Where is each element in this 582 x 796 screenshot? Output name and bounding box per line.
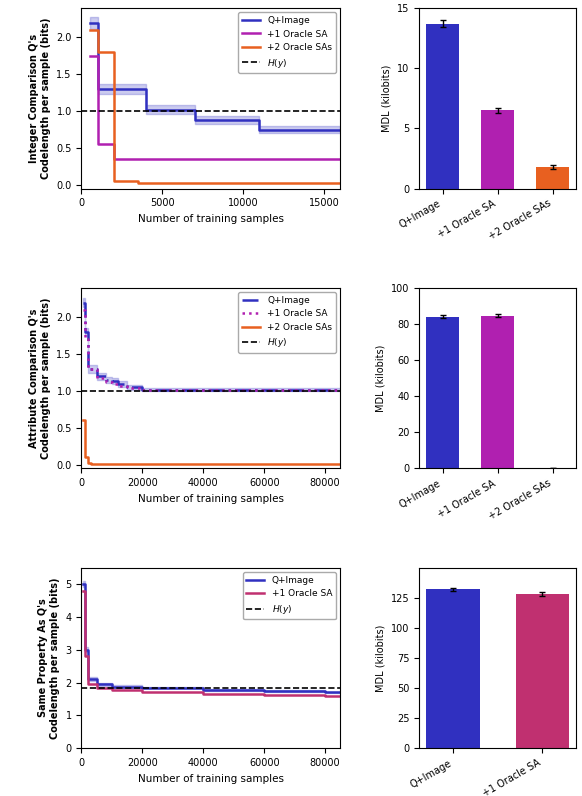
Bar [516,594,569,748]
X-axis label: Number of training samples: Number of training samples [138,214,284,224]
X-axis label: Number of training samples: Number of training samples [138,774,284,783]
Bar [427,589,480,748]
Legend: Q+Image, +1 Oracle SA, $H(y)$: Q+Image, +1 Oracle SA, $H(y)$ [243,572,336,619]
Bar [427,24,459,189]
Legend: Q+Image, +1 Oracle SA, +2 Oracle SAs, $H(y)$: Q+Image, +1 Oracle SA, +2 Oracle SAs, $H… [238,13,336,73]
Bar [427,317,459,468]
Y-axis label: Same Property As Q's
Codelength per sample (bits): Same Property As Q's Codelength per samp… [38,577,60,739]
Bar [481,316,514,468]
X-axis label: Number of training samples: Number of training samples [138,494,284,504]
Legend: Q+Image, +1 Oracle SA, +2 Oracle SAs, $H(y)$: Q+Image, +1 Oracle SA, +2 Oracle SAs, $H… [238,292,336,353]
Y-axis label: MDL (kilobits): MDL (kilobits) [375,624,385,692]
Y-axis label: Integer Comparison Q's
Codelength per sample (bits): Integer Comparison Q's Codelength per sa… [29,18,51,179]
Y-axis label: MDL (kilobits): MDL (kilobits) [375,345,386,412]
Y-axis label: MDL (kilobits): MDL (kilobits) [382,64,392,132]
Bar [481,111,514,189]
Y-axis label: Attribute Comparison Q's
Codelength per sample (bits): Attribute Comparison Q's Codelength per … [29,298,51,458]
Bar [536,167,569,189]
